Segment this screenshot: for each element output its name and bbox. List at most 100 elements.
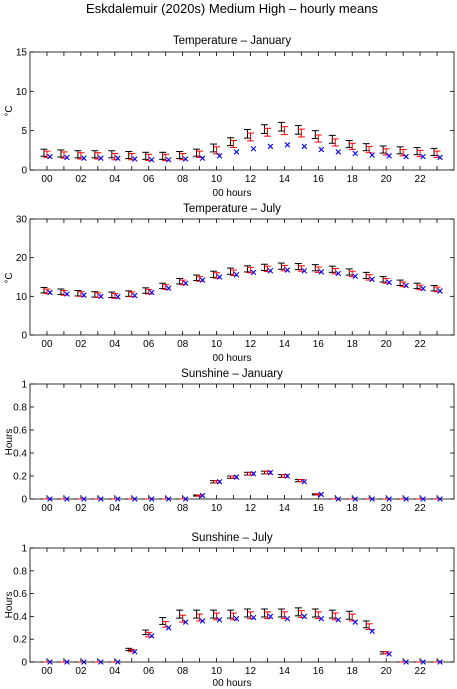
series-0 <box>40 607 438 663</box>
error-bar-point <box>260 263 268 271</box>
error-bar-point <box>328 265 336 273</box>
y-tick-label: 0.4 <box>13 612 27 623</box>
error-bar-point <box>345 140 353 149</box>
x-marker-point <box>386 496 392 502</box>
axes-box <box>29 51 455 171</box>
x-marker-stroke <box>437 154 443 161</box>
y-axis-label: Hours <box>4 592 15 619</box>
x-marker-point <box>81 496 87 502</box>
error-bar-point <box>227 609 235 619</box>
x-marker-point <box>301 478 308 485</box>
x-marker-point <box>148 156 155 163</box>
series-0 <box>40 262 438 298</box>
x-marker-point <box>437 288 443 294</box>
y-tick-label: 0 <box>21 658 27 669</box>
panel-temperature-january: Temperature – January 00 hours °C 0 5 10 15… <box>4 35 455 199</box>
x-marker-stroke <box>64 496 70 502</box>
x-marker-stroke <box>437 659 443 665</box>
x-marker-stroke <box>131 156 138 162</box>
x-marker-stroke <box>98 293 104 300</box>
error-bar-point <box>260 124 268 134</box>
error-bar-point <box>430 285 438 292</box>
x-marker-stroke <box>131 496 138 502</box>
error-bar-point <box>210 609 218 619</box>
x-marker-point <box>250 614 257 621</box>
x-marker-point <box>318 491 325 498</box>
series-2 <box>47 613 443 665</box>
x-marker-stroke <box>420 285 426 292</box>
error-bar-point <box>210 143 218 153</box>
y-tick-label: 0 <box>21 331 27 342</box>
error-bar-point <box>108 291 116 298</box>
error-bar-point <box>277 262 285 270</box>
x-marker-stroke <box>250 470 257 477</box>
x-marker-stroke <box>165 625 172 631</box>
x-marker-point <box>352 496 359 502</box>
x-marker-stroke <box>216 617 223 623</box>
x-marker-point <box>199 492 206 499</box>
x-marker-stroke <box>250 269 257 276</box>
error-bar-point <box>230 140 238 149</box>
x-marker-point <box>420 496 426 502</box>
error-bar-point <box>382 148 390 156</box>
x-marker-stroke <box>301 143 308 150</box>
error-bar-point <box>263 127 271 137</box>
x-marker-point <box>369 276 375 283</box>
x-marker-stroke <box>301 613 308 620</box>
series-2 <box>47 469 443 502</box>
x-marker-point <box>182 496 189 502</box>
x-marker-stroke <box>284 473 291 479</box>
series-0 <box>40 121 438 160</box>
error-bar-point <box>294 607 302 617</box>
axes-box <box>29 218 455 336</box>
x-marker-point <box>301 613 308 620</box>
x-marker-point <box>250 470 257 477</box>
x-marker-stroke <box>47 153 53 160</box>
x-tick-label: 22 <box>415 666 427 677</box>
error-bar-point <box>210 270 218 278</box>
error-bar-point <box>311 264 319 272</box>
x-tick-label: 12 <box>245 666 257 677</box>
x-marker-point <box>148 289 155 296</box>
x-marker-point <box>216 153 223 159</box>
error-bar-point <box>125 151 133 160</box>
x-marker-stroke <box>318 615 325 622</box>
x-tick-label: 20 <box>381 666 393 677</box>
x-marker-stroke <box>64 154 70 161</box>
x-tick-label: 02 <box>75 174 87 185</box>
error-bar-point <box>91 150 99 159</box>
x-marker-stroke <box>250 145 257 152</box>
x-tick-label: 12 <box>245 339 257 350</box>
x-marker-stroke <box>47 289 53 296</box>
x-marker-point <box>64 154 70 161</box>
figure-title: Eskdalemuir (2020s) Medium High – hourly… <box>86 1 378 16</box>
x-tick-label: 16 <box>313 503 325 514</box>
x-marker-point <box>115 659 121 665</box>
x-marker-point <box>182 619 189 625</box>
x-tick-label: 08 <box>177 174 189 185</box>
x-marker-stroke <box>369 628 375 635</box>
error-bar-point <box>294 262 302 271</box>
x-marker-point <box>386 153 392 159</box>
x-marker-stroke <box>199 492 206 499</box>
x-marker-point <box>420 659 426 665</box>
error-bar-point <box>246 132 254 142</box>
x-tick-label: 00 <box>41 339 53 350</box>
x-marker-point <box>267 613 274 620</box>
x-marker-stroke <box>335 617 342 623</box>
x-tick-label: 16 <box>313 339 325 350</box>
error-bar-point <box>362 620 370 629</box>
x-marker-point <box>98 155 104 161</box>
y-tick-label: 0 <box>21 495 27 506</box>
x-tick-label: 18 <box>347 666 359 677</box>
axes-box <box>29 547 455 663</box>
error-bar-point <box>142 287 150 294</box>
error-bar-point <box>159 151 167 160</box>
x-marker-stroke <box>233 271 240 278</box>
x-marker-point <box>148 496 155 502</box>
error-bar-point <box>179 279 187 286</box>
error-bar-point <box>193 148 201 157</box>
x-marker-point <box>165 625 172 631</box>
x-marker-stroke <box>165 156 172 163</box>
